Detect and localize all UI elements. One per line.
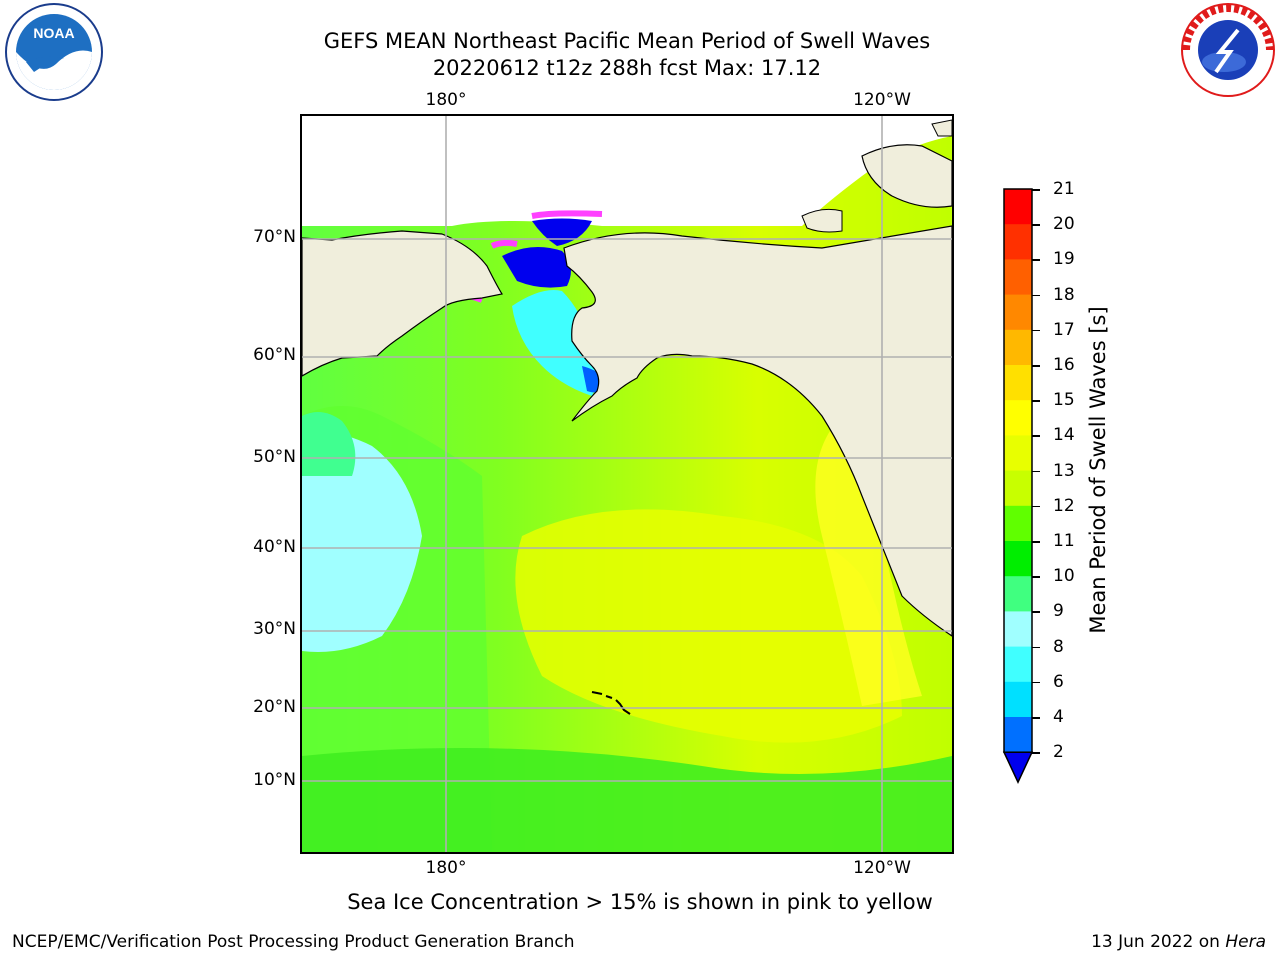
- colorbar: [1002, 188, 1034, 784]
- nws-logo: [1181, 3, 1275, 97]
- footer-machine: Hera: [1225, 932, 1266, 952]
- land-banks-island: [801, 208, 843, 233]
- colorbar-tick: [1032, 400, 1040, 402]
- colorbar-bin: [1004, 717, 1032, 753]
- colorbar-tick: [1032, 541, 1040, 543]
- lon-tick-top-120w: 120°W: [853, 90, 911, 110]
- colorbar-tick-label: 20: [1053, 214, 1075, 235]
- colorbar-tick: [1032, 470, 1040, 473]
- footer-date: 13 Jun 2022 on Hera: [1091, 932, 1266, 952]
- colorbar-tick: [1032, 681, 1040, 684]
- colorbar-tick-label: 11: [1053, 531, 1075, 551]
- footer-credit: NCEP/EMC/Verification Post Processing Pr…: [12, 932, 575, 952]
- colorbar-tick: [1032, 611, 1040, 613]
- colorbar-tick: [1032, 294, 1040, 297]
- colorbar-tick: [1032, 189, 1040, 191]
- lon-tick-top-180: 180°: [425, 90, 467, 110]
- colorbar-bin: [1004, 329, 1032, 366]
- colorbar-bin: [1004, 224, 1032, 260]
- colorbar-bin: [1004, 646, 1032, 683]
- colorbar-extend-triangle: [1002, 751, 1034, 784]
- chukchi-lowest-period: [502, 247, 571, 288]
- colorbar-bin: [1004, 576, 1032, 612]
- colorbar-tick-label: 4: [1053, 707, 1064, 727]
- colorbar-bin: [1004, 294, 1032, 331]
- lat-tick-40n: 40°N: [253, 537, 296, 557]
- ocean-mid-period-nw: [302, 412, 356, 476]
- colorbar-bin: [1004, 470, 1032, 507]
- colorbar-tick: [1032, 435, 1040, 437]
- arctic-blank-area: [302, 116, 952, 226]
- colorbar-bin: [1004, 400, 1032, 436]
- colorbar-bin: [1004, 435, 1032, 472]
- chart-title: GEFS MEAN Northeast Pacific Mean Period …: [323, 29, 931, 53]
- map-canvas: [302, 116, 952, 852]
- footer-date-text: 13 Jun 2022 on: [1091, 932, 1226, 952]
- colorbar-tick-label: 15: [1053, 390, 1075, 411]
- colorbar-tick-label: 18: [1053, 284, 1075, 305]
- colorbar-tick-label: 17: [1053, 319, 1075, 340]
- colorbar-tick-label: 13: [1053, 460, 1075, 481]
- land-north-america: [563, 225, 952, 637]
- colorbar-tick-label: 14: [1053, 425, 1075, 446]
- colorbar-bin: [1004, 681, 1032, 718]
- ocean-high-period-center: [515, 509, 902, 743]
- map-panel: [300, 114, 954, 854]
- graticule: [302, 116, 952, 852]
- colorbar-bin: [1004, 611, 1032, 648]
- arctic-lowest-period: [532, 218, 592, 246]
- lon-tick-bottom-120w: 120°W: [853, 858, 911, 878]
- lat-tick-50n: 50°N: [253, 447, 296, 467]
- colorbar-tick-label: 10: [1053, 566, 1075, 587]
- colorbar-tick: [1032, 505, 1040, 508]
- colorbar-tick-label: 2: [1053, 742, 1064, 763]
- colorbar-bin: [1004, 365, 1032, 401]
- lat-tick-10n: 10°N: [253, 770, 296, 790]
- colorbar-tick: [1032, 576, 1040, 578]
- ocean-high-period-east: [815, 416, 922, 706]
- colorbar-tick-label: 6: [1053, 671, 1064, 692]
- colorbar-title: Mean Period of Swell Waves [s]: [1086, 306, 1110, 634]
- land-siberia: [302, 230, 503, 377]
- colorbar-tick: [1032, 646, 1040, 649]
- colorbar-tick-label: 21: [1053, 179, 1075, 199]
- colorbar-tick-label: 8: [1053, 636, 1064, 657]
- noaa-logo: NOAA: [5, 3, 103, 101]
- colorbar-tick: [1032, 752, 1040, 754]
- colorbar-tick-label: 9: [1053, 601, 1064, 622]
- colorbar-tick: [1032, 365, 1040, 367]
- colorbar-tick-label: 16: [1053, 355, 1075, 375]
- land-hawaii: [591, 691, 631, 715]
- lon-tick-bottom-180: 180°: [425, 858, 467, 878]
- caption: Sea Ice Concentration > 15% is shown in …: [347, 890, 933, 914]
- colorbar-tick: [1032, 259, 1040, 261]
- colorbar-tick: [1032, 224, 1040, 226]
- colorbar-tick-label: 12: [1053, 495, 1075, 516]
- lat-tick-30n: 30°N: [253, 619, 296, 639]
- lat-tick-20n: 20°N: [253, 697, 296, 717]
- colorbar-bin: [1004, 541, 1032, 577]
- colorbar-tick: [1032, 717, 1040, 719]
- land-arctic-islands: [861, 144, 952, 208]
- svg-text:NOAA: NOAA: [33, 25, 74, 41]
- colorbar-tick: [1032, 329, 1040, 332]
- ocean-band-south: [302, 748, 952, 852]
- lat-tick-70n: 70°N: [253, 227, 296, 247]
- colorbar-tick-label: 19: [1053, 249, 1075, 270]
- ocean-low-period-west: [302, 432, 422, 652]
- colorbar-bin: [1004, 259, 1032, 296]
- land-arctic-islet: [931, 119, 952, 137]
- chart-subtitle: 20220612 t12z 288h fcst Max: 17.12: [432, 56, 822, 80]
- lat-tick-60n: 60°N: [253, 345, 296, 365]
- colorbar-bin: [1004, 189, 1032, 225]
- colorbar-bin: [1004, 505, 1032, 542]
